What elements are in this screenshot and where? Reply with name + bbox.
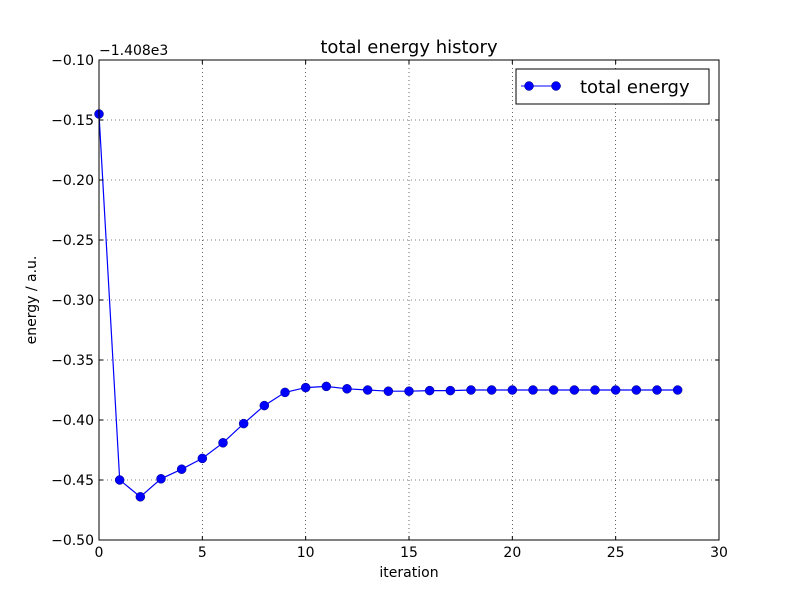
x-tick-label: 15 xyxy=(400,545,418,561)
y-tick-label: −0.35 xyxy=(51,353,94,369)
data-point xyxy=(528,385,538,395)
x-tick-label: 10 xyxy=(297,545,315,561)
legend-marker-icon xyxy=(524,81,534,91)
y-tick-label: −0.15 xyxy=(51,113,94,129)
legend-marker-icon xyxy=(551,81,561,91)
legend: total energy xyxy=(515,68,710,105)
data-point xyxy=(362,385,373,395)
x-tick-label: 25 xyxy=(607,545,625,561)
data-point xyxy=(197,453,208,464)
axis-offset-label: −1.408e3 xyxy=(99,43,168,59)
data-point xyxy=(445,385,456,396)
chart-title: total energy history xyxy=(320,37,498,58)
y-tick-label: −0.50 xyxy=(51,533,94,549)
y-tick-label: −0.10 xyxy=(51,53,94,69)
legend-label: total energy xyxy=(580,77,690,98)
x-tick-label: 30 xyxy=(710,545,728,561)
data-point xyxy=(280,387,290,398)
data-point xyxy=(672,385,683,395)
series-layer xyxy=(94,109,683,502)
data-point xyxy=(652,385,662,395)
x-tick-label: 0 xyxy=(95,545,104,561)
data-point xyxy=(176,464,187,474)
data-point xyxy=(507,385,518,395)
data-point xyxy=(321,381,332,392)
data-point xyxy=(135,492,146,502)
data-point xyxy=(424,385,435,396)
x-axis-label: iteration xyxy=(379,565,438,581)
data-point xyxy=(404,386,414,396)
y-tick-label: −0.30 xyxy=(51,293,94,309)
y-axis-label: energy / a.u. xyxy=(24,256,40,345)
y-tick-label: −0.20 xyxy=(51,173,94,189)
x-tick-label: 5 xyxy=(198,545,207,561)
data-point xyxy=(218,438,228,448)
data-point xyxy=(569,385,580,395)
data-point xyxy=(114,475,125,485)
ticks: 0 5 10 15 20 25 30 −0.10 −0.15 −0.20 −0.25 −0.30 −0.… xyxy=(51,53,728,561)
data-point xyxy=(342,384,352,394)
data-point xyxy=(548,385,559,395)
data-point xyxy=(238,418,249,429)
data-point xyxy=(300,382,311,393)
grid xyxy=(99,60,719,540)
data-point xyxy=(610,385,621,395)
data-point xyxy=(486,385,497,395)
y-tick-label: −0.40 xyxy=(51,413,94,429)
y-tick-label: −0.45 xyxy=(51,473,94,489)
x-tick-label: 20 xyxy=(503,545,521,561)
data-point xyxy=(156,474,166,484)
y-tick-label: −0.25 xyxy=(51,233,94,249)
data-point xyxy=(466,385,476,395)
data-point xyxy=(259,400,270,411)
data-point xyxy=(383,386,394,396)
data-point xyxy=(590,385,600,395)
data-point xyxy=(631,385,642,395)
